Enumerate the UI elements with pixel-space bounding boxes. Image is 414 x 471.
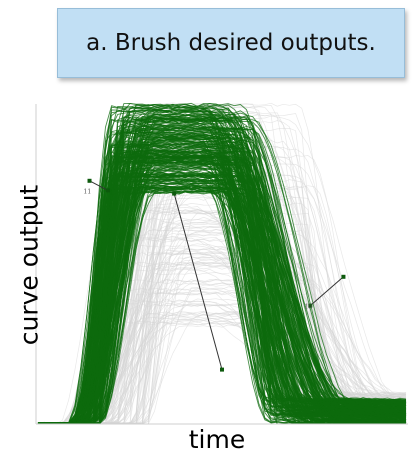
brush-label: 10 <box>304 304 312 311</box>
step-caption-text: a. Brush desired outputs. <box>86 30 376 56</box>
highlighted-curve <box>37 116 407 425</box>
brush-line[interactable] <box>89 180 109 191</box>
highlighted-curve <box>37 165 407 425</box>
brush-widget[interactable] <box>172 191 224 372</box>
brush-widgets[interactable]: 11 10 <box>84 178 346 372</box>
highlighted-curve <box>38 168 407 425</box>
highlighted-curves <box>37 102 407 425</box>
highlighted-curve <box>37 103 407 425</box>
highlighted-curve <box>37 119 407 425</box>
brush-handle[interactable] <box>105 188 110 193</box>
brush-line[interactable] <box>173 193 223 370</box>
brush-handle[interactable] <box>87 178 92 183</box>
x-axis-label: time <box>188 425 246 454</box>
step-caption: a. Brush desired outputs. <box>57 8 405 78</box>
brush-handle[interactable] <box>220 367 224 372</box>
brush-handle[interactable] <box>308 303 313 308</box>
highlighted-curve <box>37 130 407 425</box>
brush-widget[interactable]: 10 <box>304 274 346 311</box>
highlighted-curve <box>37 160 407 425</box>
y-axis-label: curve output <box>14 184 44 346</box>
brush-widget[interactable]: 11 <box>84 178 110 196</box>
brush-label: 11 <box>84 188 92 195</box>
brush-handle[interactable] <box>172 191 177 196</box>
highlighted-curve <box>37 181 407 425</box>
highlighted-curve <box>37 162 407 425</box>
brush-line[interactable] <box>309 276 344 306</box>
brush-handle[interactable] <box>341 274 346 279</box>
